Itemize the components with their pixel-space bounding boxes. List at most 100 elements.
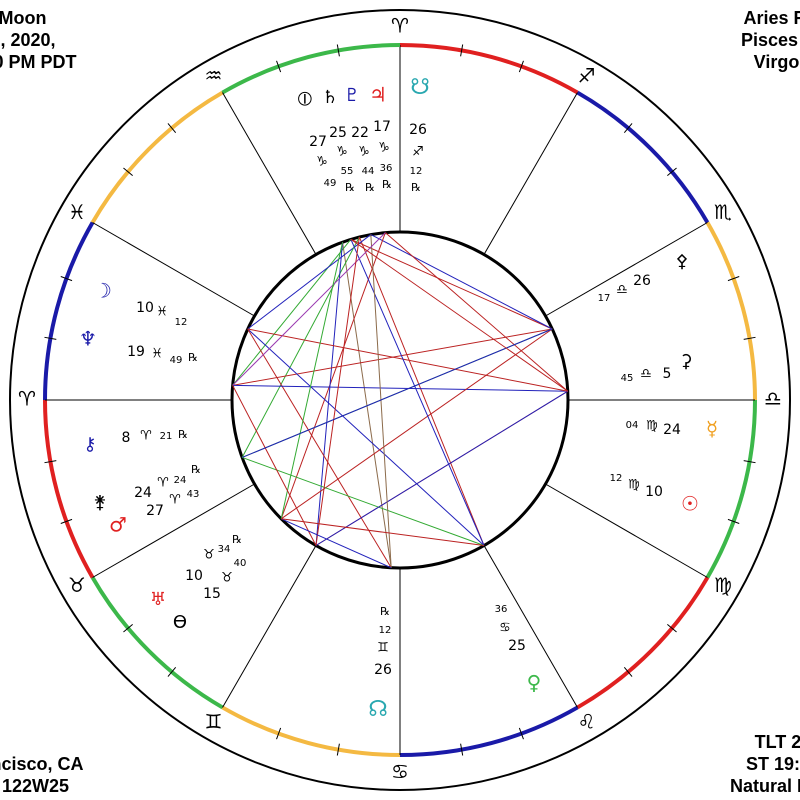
chart-label: ☋ <box>410 75 430 100</box>
chart-label: ℞ <box>380 605 390 618</box>
header-text: TLT 21:12 <box>755 732 800 752</box>
aspect-line <box>232 384 568 392</box>
sign-glyph: ♎ <box>764 387 782 411</box>
chart-label: ⚷ <box>83 434 96 455</box>
chart-label: 04 <box>626 420 639 431</box>
ring-tick <box>727 518 740 524</box>
header-text: Natural Houses <box>730 776 800 796</box>
chart-label: ℞ <box>188 351 198 364</box>
chart-label: ♍ <box>646 419 658 434</box>
aspect-line <box>241 328 553 458</box>
outer-circle <box>9 9 791 791</box>
chart-label: ♑ <box>336 145 348 160</box>
aspect-line <box>350 238 569 392</box>
header-text: Pisces Moon <box>741 30 800 50</box>
house-cusp <box>92 483 255 578</box>
chart-label: ♑ <box>316 155 328 170</box>
chart-label: 24 <box>174 475 187 486</box>
aspect-line <box>280 232 386 519</box>
chart-label: ♈ <box>157 476 169 491</box>
sign-arc <box>576 576 710 710</box>
chart-label: ♇ <box>344 85 360 106</box>
sign-glyph: ♒ <box>205 63 223 87</box>
sign-arc <box>221 43 401 95</box>
aspect-line <box>232 239 352 386</box>
sign-arc <box>43 399 95 579</box>
aspect-line <box>241 456 485 546</box>
sign-glyph: ♐ <box>578 63 596 87</box>
sign-glyph: ♈ <box>18 387 36 411</box>
aspect-line <box>315 236 360 546</box>
chart-label: ♍ <box>628 478 640 493</box>
chart-label: ℞ <box>345 181 355 194</box>
chart-label: ♑ <box>378 141 390 156</box>
header-text: San Francisco, CA <box>0 754 84 774</box>
aspect-line <box>358 236 485 546</box>
chart-label: ♎ <box>640 367 652 382</box>
chart-label: ϴ <box>173 612 187 633</box>
chart-label: 26 <box>409 122 427 138</box>
header-text: Aries Rising <box>743 8 800 28</box>
aspect-line <box>232 232 386 386</box>
chart-label: ⚳ <box>679 351 692 372</box>
chart-label: 22 <box>351 125 369 141</box>
chart-label: 17 <box>373 119 391 135</box>
aspect-line <box>247 328 568 392</box>
ring-tick <box>743 336 756 340</box>
aspect-line <box>232 385 317 546</box>
chart-label: 5 <box>663 366 672 382</box>
house-cusp <box>222 545 317 708</box>
chart-label: ℞ <box>178 428 188 441</box>
ring-tick <box>336 44 340 57</box>
ring-tick <box>276 727 282 740</box>
ring-tick <box>743 460 756 464</box>
sign-glyph: ♍ <box>714 573 732 597</box>
chart-label: ♅ <box>150 589 166 610</box>
aspect-line <box>385 232 569 392</box>
chart-label: ♑ <box>358 145 370 160</box>
chart-label: 25 <box>329 125 347 141</box>
chart-label: ⚴ <box>675 251 688 272</box>
chart-label: 36 <box>380 163 393 174</box>
sign-glyph: ♓ <box>68 200 86 224</box>
chart-label: ☉ <box>681 492 699 516</box>
sign-arc <box>705 399 757 579</box>
header-text: ST 19:59:38 <box>746 754 800 774</box>
chart-label: ☽ <box>94 279 112 303</box>
chart-label: 12 <box>379 625 392 636</box>
chart-label: ℞ <box>382 178 392 191</box>
chart-label: 27 <box>146 503 164 519</box>
chart-label: ♓ <box>151 347 163 362</box>
ring-tick <box>167 667 177 677</box>
sign-glyph: ♋ <box>391 760 409 784</box>
chart-label: 24 <box>134 485 152 501</box>
chart-label: ♓ <box>156 305 168 320</box>
sign-glyph: ♉ <box>68 573 86 597</box>
chart-label: 24 <box>663 422 681 438</box>
chart-label: ♈ <box>169 493 181 508</box>
ring-tick <box>623 667 633 677</box>
aspect-line <box>247 328 392 569</box>
aspect-line <box>247 328 485 546</box>
chart-label: ℞ <box>191 463 201 476</box>
chart-label: ♊ <box>377 641 389 656</box>
chart-label: 19 <box>127 344 145 360</box>
ring-tick <box>336 743 340 756</box>
sign-glyph: ♌ <box>578 710 596 734</box>
ring-tick <box>460 44 464 57</box>
chart-label: 44 <box>362 166 375 177</box>
ring-tick <box>518 60 524 73</box>
aspect-line <box>281 518 392 569</box>
chart-label: 10 <box>185 568 203 584</box>
sign-arc <box>705 221 757 401</box>
house-cusp <box>483 92 578 255</box>
chart-label: ℞ <box>232 533 242 546</box>
sign-arc <box>399 705 579 757</box>
header-text: 10:22:00 PM PDT <box>0 52 77 72</box>
chart-label: 34 <box>218 544 231 555</box>
aspect-line <box>342 242 392 568</box>
chart-label: 45 <box>621 373 634 384</box>
chart-label: 26 <box>633 273 651 289</box>
chart-label: 21 <box>160 431 173 442</box>
